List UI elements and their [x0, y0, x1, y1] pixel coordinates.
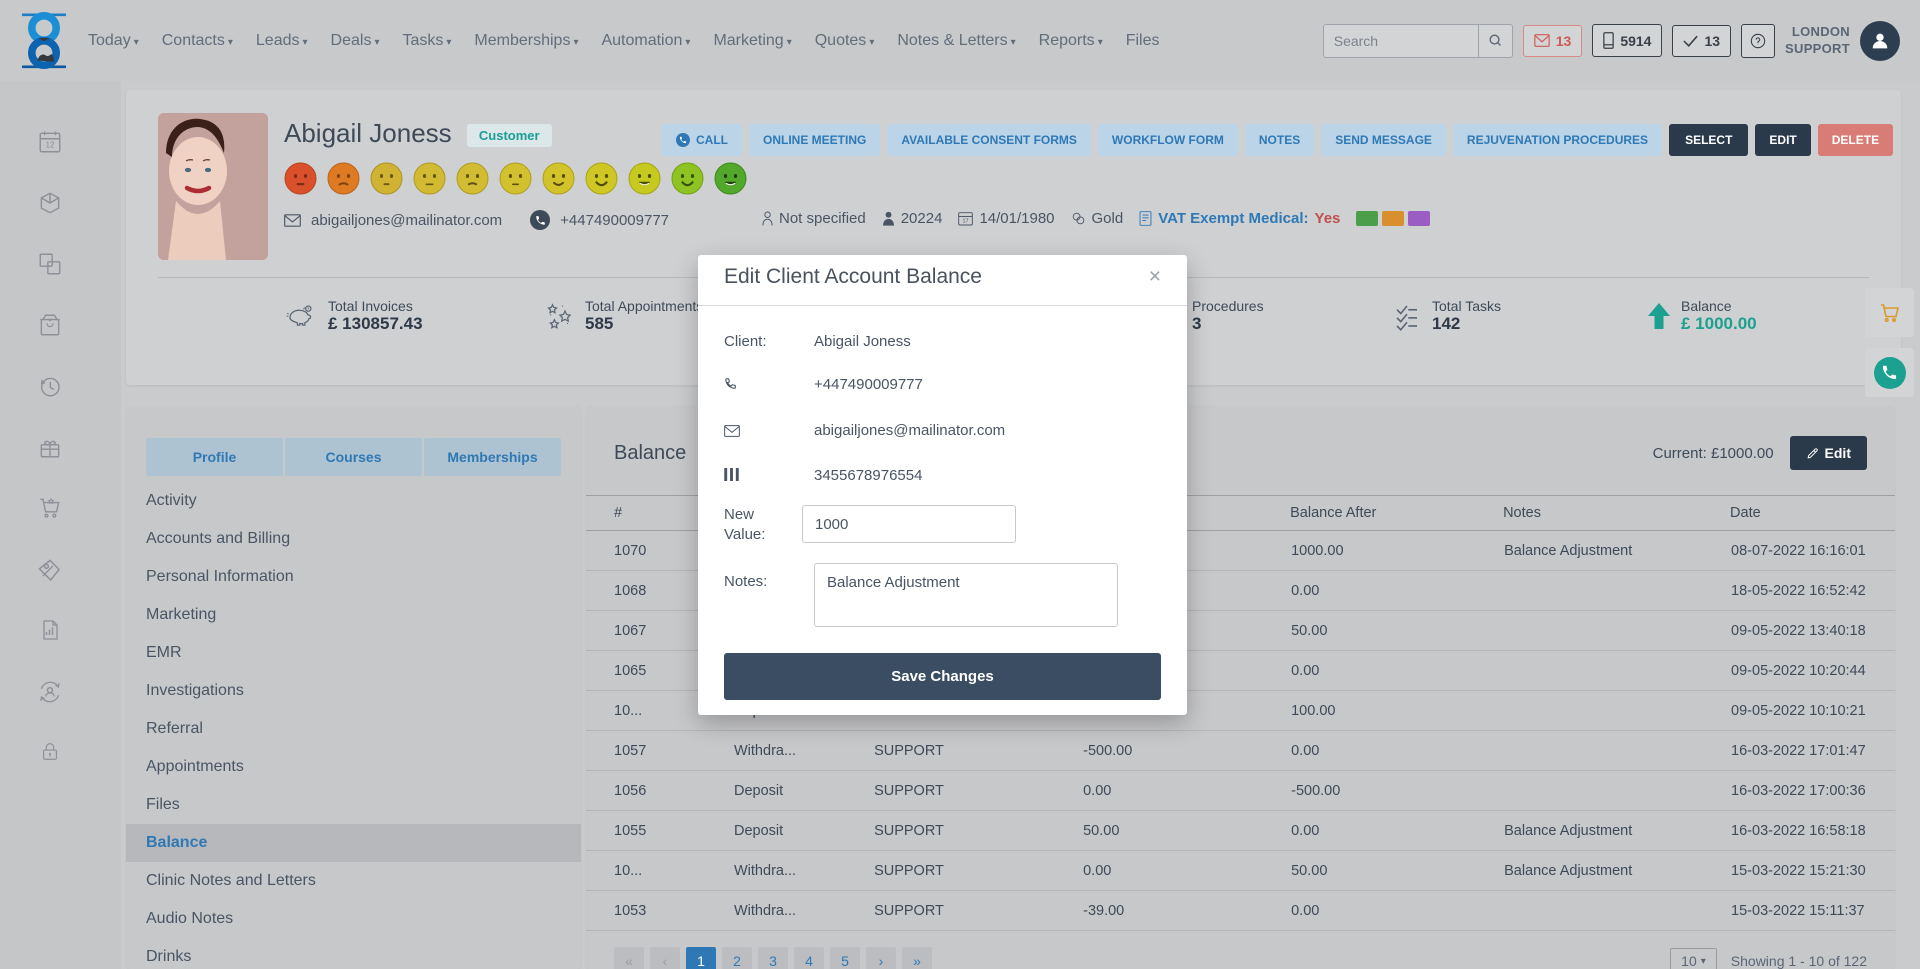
svg-text:$: $	[307, 306, 309, 310]
svg-text:12: 12	[46, 140, 55, 149]
svg-text:17: 17	[963, 219, 969, 225]
